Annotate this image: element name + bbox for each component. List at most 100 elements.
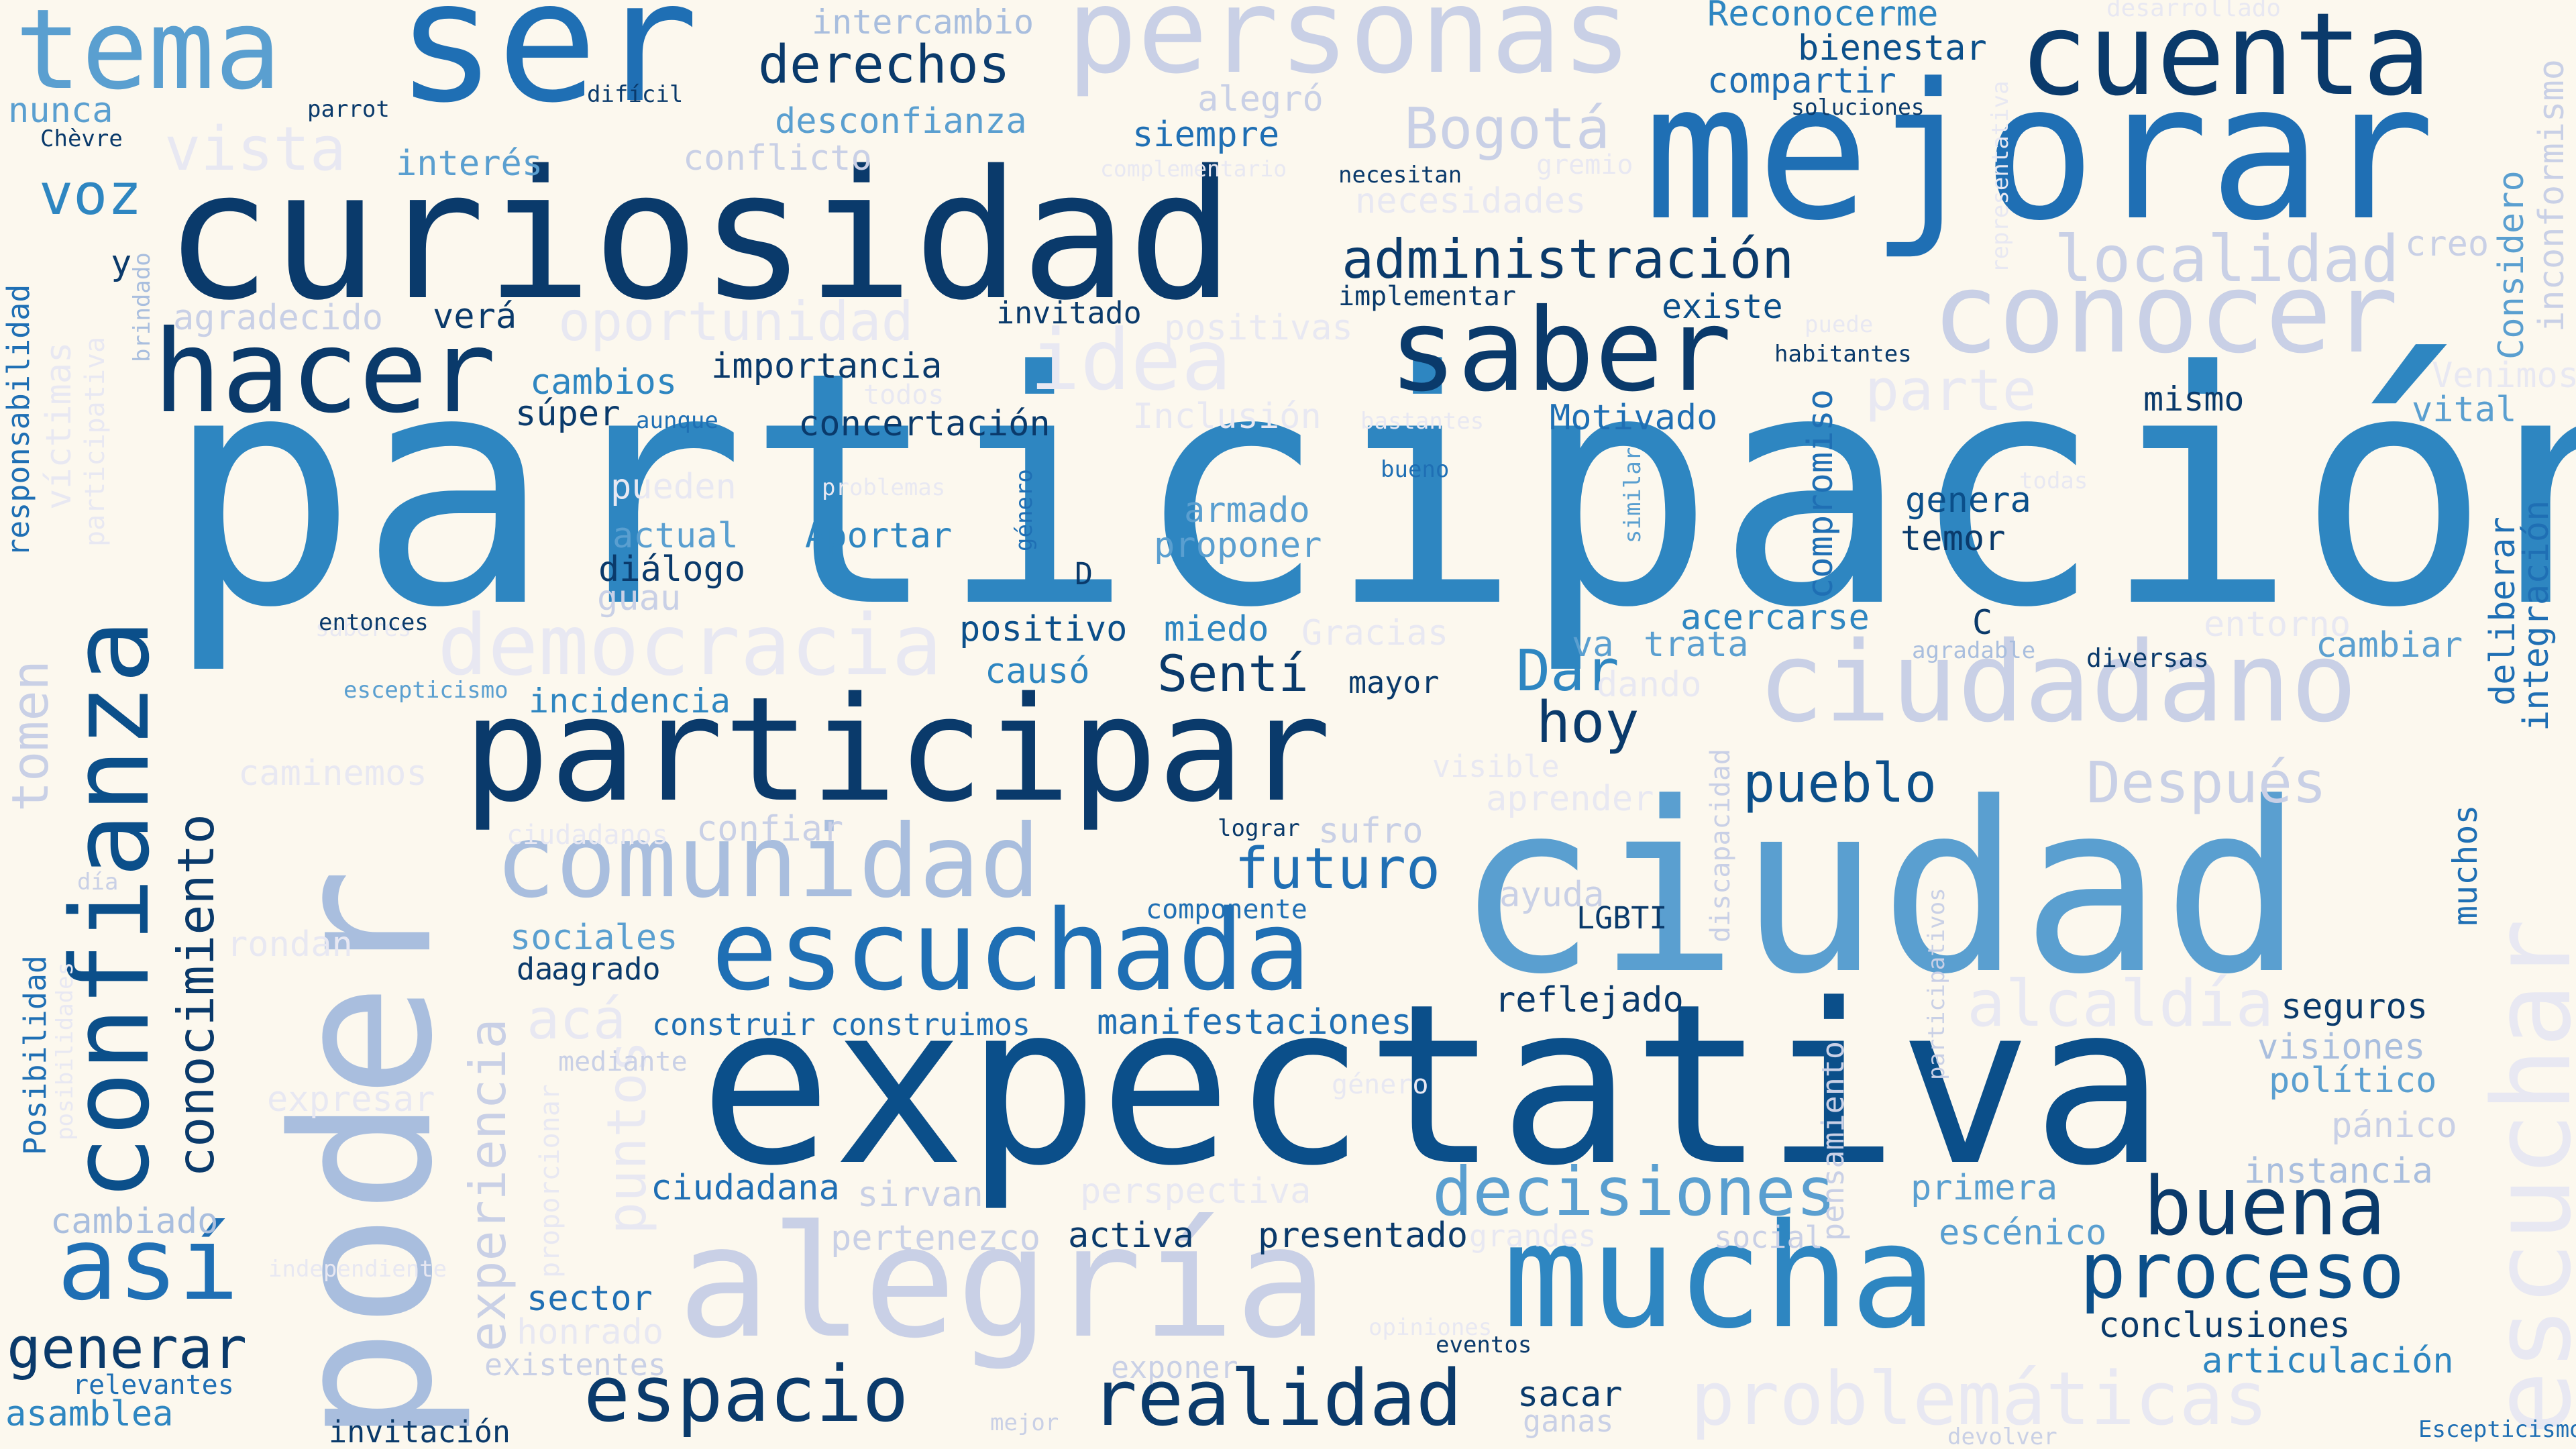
word: presentado	[1258, 1216, 1468, 1256]
word: Venimos	[2432, 356, 2576, 396]
word: confiar	[696, 809, 844, 849]
word: importancia	[711, 346, 943, 386]
word: sacar	[1517, 1375, 1623, 1415]
word: armado	[1184, 490, 1310, 531]
word: creo	[2405, 224, 2489, 264]
word: existe	[1662, 287, 1783, 326]
word: verá	[433, 297, 517, 337]
word: decisiones	[1432, 1152, 1837, 1231]
word: Posibilidad	[17, 955, 53, 1155]
word: discapacidad	[1705, 749, 1736, 943]
word: temor	[1900, 519, 2006, 559]
word: ciudadana	[651, 1168, 840, 1208]
word: conocer	[1932, 249, 2399, 378]
word: Después	[2086, 750, 2327, 816]
word: dando	[1597, 665, 1702, 705]
word: tema	[15, 0, 282, 114]
word: pensamiento	[1815, 1040, 1851, 1241]
word: agrado	[551, 951, 661, 987]
word: reflejado	[1495, 980, 1684, 1020]
word: integración	[2516, 500, 2557, 731]
word: componente	[1146, 894, 1307, 925]
word: mucha	[1503, 1192, 1937, 1360]
word: va	[1572, 625, 1614, 665]
word: sector	[527, 1279, 653, 1319]
word: sufro	[1318, 811, 1424, 851]
word: implementar	[1338, 281, 1516, 312]
word: da	[517, 951, 553, 987]
word: agradable	[1912, 637, 2036, 664]
word: relevantes	[72, 1370, 234, 1401]
word: puede	[1805, 311, 1874, 338]
word: honrado	[517, 1312, 664, 1352]
word: incidencia	[529, 682, 731, 720]
word: Escepticismo	[2418, 1416, 2576, 1443]
word: participación	[164, 303, 2576, 678]
word: bueno	[1381, 456, 1450, 483]
word: existentes	[484, 1347, 666, 1383]
word: espacio	[584, 1350, 909, 1440]
word: eventos	[1436, 1332, 1532, 1358]
word: representativa	[1987, 80, 2014, 273]
word: genera	[1905, 480, 2031, 521]
word: compartir	[1707, 61, 1896, 101]
word: Reconocerme	[1707, 0, 1939, 34]
word: invitación	[329, 1414, 511, 1449]
word: interés	[396, 144, 543, 184]
word: expresar	[267, 1079, 435, 1120]
word: participar	[463, 665, 1332, 834]
word: día	[77, 869, 119, 896]
word: complementario	[1100, 156, 1287, 182]
word: activa	[1068, 1216, 1194, 1256]
word: localidad	[2054, 223, 2400, 297]
word: diálogo	[598, 549, 746, 590]
word: C	[1972, 603, 1993, 642]
word: ciudad	[1456, 752, 2304, 1026]
word: muchos	[2446, 804, 2485, 926]
word: conocimiento	[166, 814, 225, 1177]
word: gremio	[1536, 150, 1633, 180]
word: positivo	[959, 609, 1128, 649]
word: acercarse	[1680, 598, 1870, 638]
word: bastantes	[1360, 408, 1485, 435]
word: así	[57, 1206, 239, 1323]
word: posibilidades	[52, 961, 78, 1140]
word: aprender	[1486, 779, 1654, 819]
word: inconformismo	[2532, 59, 2572, 332]
word: mediante	[558, 1046, 688, 1077]
word: voz	[39, 162, 142, 228]
word: cuenta	[2019, 0, 2432, 121]
word: problemas	[822, 474, 946, 501]
word: Considero	[2491, 170, 2532, 360]
word: exponer	[1111, 1350, 1238, 1385]
word: vista	[164, 114, 346, 184]
word: mismo	[2143, 380, 2245, 419]
word: invitado	[996, 295, 1142, 331]
word: entorno	[2204, 604, 2351, 645]
word: parte	[1865, 358, 2037, 424]
word: positivas	[1164, 308, 1353, 348]
word: futuro	[1234, 836, 1441, 902]
word: hoy	[1536, 690, 1640, 756]
word: escepticismo	[343, 677, 508, 704]
word: problemáticas	[1690, 1356, 2268, 1442]
word: Chèvre	[40, 125, 123, 152]
word: alegró	[1197, 79, 1324, 119]
word: escuchada	[711, 886, 1311, 1015]
word: bienestar	[1798, 28, 1987, 68]
word: LGBTI	[1576, 900, 1668, 936]
word: administración	[1342, 228, 1794, 290]
word: ciudadano	[1758, 618, 2358, 747]
word: político	[2269, 1061, 2437, 1101]
word: diversas	[2086, 643, 2210, 673]
word: necesitan	[1338, 162, 1462, 189]
word: social	[1714, 1220, 1823, 1255]
word: responsabilidad	[1, 284, 36, 557]
word: miedo	[1164, 609, 1269, 649]
word: Dar	[1516, 638, 1619, 704]
word: Motivado	[1550, 398, 1718, 438]
word: construimos	[830, 1007, 1031, 1042]
word: agradecido	[173, 298, 384, 338]
word: escénico	[1939, 1213, 2107, 1253]
